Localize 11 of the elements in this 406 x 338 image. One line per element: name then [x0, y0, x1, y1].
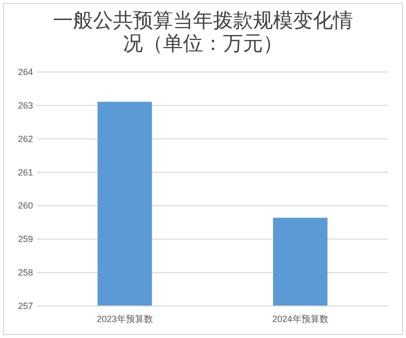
- y-tick-label: 262: [18, 134, 33, 144]
- y-tick-label: 259: [18, 234, 33, 244]
- x-tick-label: 2024年预算数: [272, 314, 328, 324]
- y-tick-label: 263: [18, 100, 33, 110]
- y-tick-label: 261: [18, 167, 33, 178]
- y-tick-label: 258: [18, 268, 33, 278]
- y-tick-label: 257: [18, 301, 33, 311]
- y-tick-label: 260: [18, 200, 33, 211]
- x-tick-label: 2023年预算数: [96, 314, 153, 324]
- y-tick-label: 264: [18, 67, 33, 77]
- title: 一般公共预算当年拨款规模变化情况（单位：万元）: [53, 10, 353, 55]
